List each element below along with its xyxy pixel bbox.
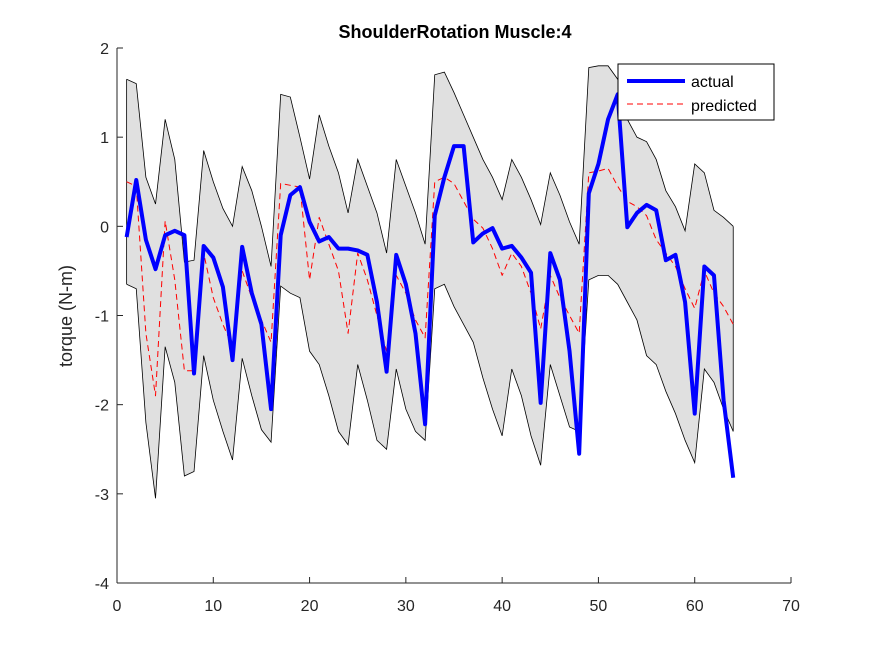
x-tick-label: 70 bbox=[782, 598, 800, 615]
legend-actual-label: actual bbox=[691, 74, 734, 91]
series-layer bbox=[124, 92, 736, 479]
y-tick-label: -3 bbox=[95, 487, 109, 504]
tick-labels: 0 10 20 30 40 50 60 70 -4 -3 -2 -1 0 1 2 bbox=[95, 41, 800, 615]
x-tick-label: 40 bbox=[493, 598, 511, 615]
x-tick-label: 60 bbox=[686, 598, 704, 615]
x-tick-label: 10 bbox=[204, 598, 222, 615]
x-tick-label: 50 bbox=[590, 598, 608, 615]
series-actual bbox=[124, 92, 736, 479]
y-tick-label: 1 bbox=[100, 130, 109, 147]
axes bbox=[116, 47, 792, 584]
band-upper-edge bbox=[126, 65, 734, 267]
legend-predicted-label: predicted bbox=[691, 98, 757, 115]
y-tick-label: -1 bbox=[95, 309, 109, 326]
legend-box bbox=[617, 63, 775, 121]
x-tick-label: 0 bbox=[113, 598, 122, 615]
band-lower-edge bbox=[126, 274, 734, 499]
y-tick-label: -4 bbox=[95, 576, 109, 593]
y-tick-label: 0 bbox=[100, 219, 109, 236]
x-tick-label: 30 bbox=[397, 598, 415, 615]
y-axis-label: torque (N-m) bbox=[56, 265, 76, 367]
plot-area bbox=[124, 65, 736, 499]
chart-title: ShoulderRotation Muscle:4 bbox=[338, 22, 571, 42]
y-tick-label: 2 bbox=[100, 41, 109, 58]
y-tick-label: -2 bbox=[95, 398, 109, 415]
x-tick-label: 20 bbox=[301, 598, 319, 615]
legend: actual predicted bbox=[617, 63, 775, 121]
